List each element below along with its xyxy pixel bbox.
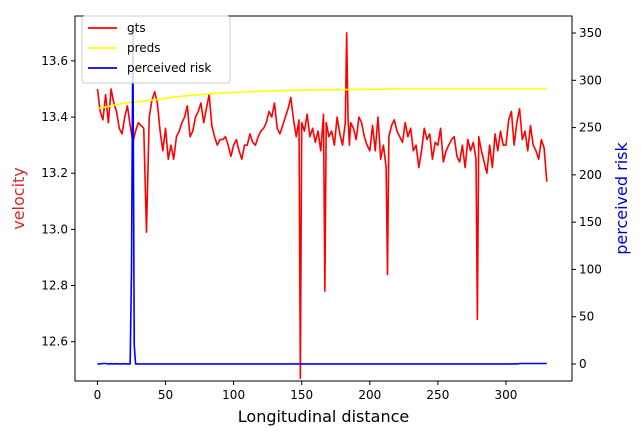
series-line-gts <box>96 32 548 379</box>
left-y-axis-title: velocity <box>9 167 28 230</box>
legend-label-gts: gts <box>127 21 146 35</box>
legend-label-preds: preds <box>127 41 161 55</box>
x-tick-label: 250 <box>426 388 449 402</box>
x-axis-title: Longitudinal distance <box>238 407 409 426</box>
left-y-axis: 12.6 12.8 13.0 13.2 13.4 13.6 <box>41 54 75 349</box>
series-line-preds <box>97 88 547 110</box>
right-y-tick-label: 0 <box>579 357 587 371</box>
plot-frame <box>74 15 573 382</box>
x-tick-label: 100 <box>222 388 245 402</box>
left-y-tick-label: 13.0 <box>41 222 68 236</box>
right-y-tick-label: 150 <box>579 215 602 229</box>
left-y-tick-label: 13.4 <box>41 110 68 124</box>
right-y-tick-label: 250 <box>579 121 602 135</box>
right-y-tick-label: 350 <box>579 26 602 40</box>
right-y-axis: 0 50 100 150 200 250 300 350 <box>572 26 602 371</box>
legend-box <box>81 15 231 84</box>
right-y-tick-label: 100 <box>579 262 602 276</box>
x-tick-label: 50 <box>158 388 173 402</box>
x-tick-label: 0 <box>94 388 102 402</box>
x-tick-label: 300 <box>495 388 518 402</box>
left-y-tick-label: 13.6 <box>41 54 68 68</box>
x-axis: 0 50 100 150 200 250 300 <box>94 381 518 402</box>
legend: gts preds perceived risk <box>81 15 231 84</box>
left-y-tick-label: 12.6 <box>41 335 68 349</box>
x-tick-label: 200 <box>358 388 381 402</box>
right-y-axis-title: perceived risk <box>612 142 631 255</box>
x-tick-label: 150 <box>290 388 313 402</box>
right-y-tick-label: 200 <box>579 168 602 182</box>
legend-label-perceived-risk: perceived risk <box>127 61 211 75</box>
left-y-tick-label: 13.2 <box>41 166 68 180</box>
left-y-tick-label: 12.8 <box>41 279 68 293</box>
right-y-tick-label: 50 <box>579 310 594 324</box>
right-y-tick-label: 300 <box>579 73 602 87</box>
